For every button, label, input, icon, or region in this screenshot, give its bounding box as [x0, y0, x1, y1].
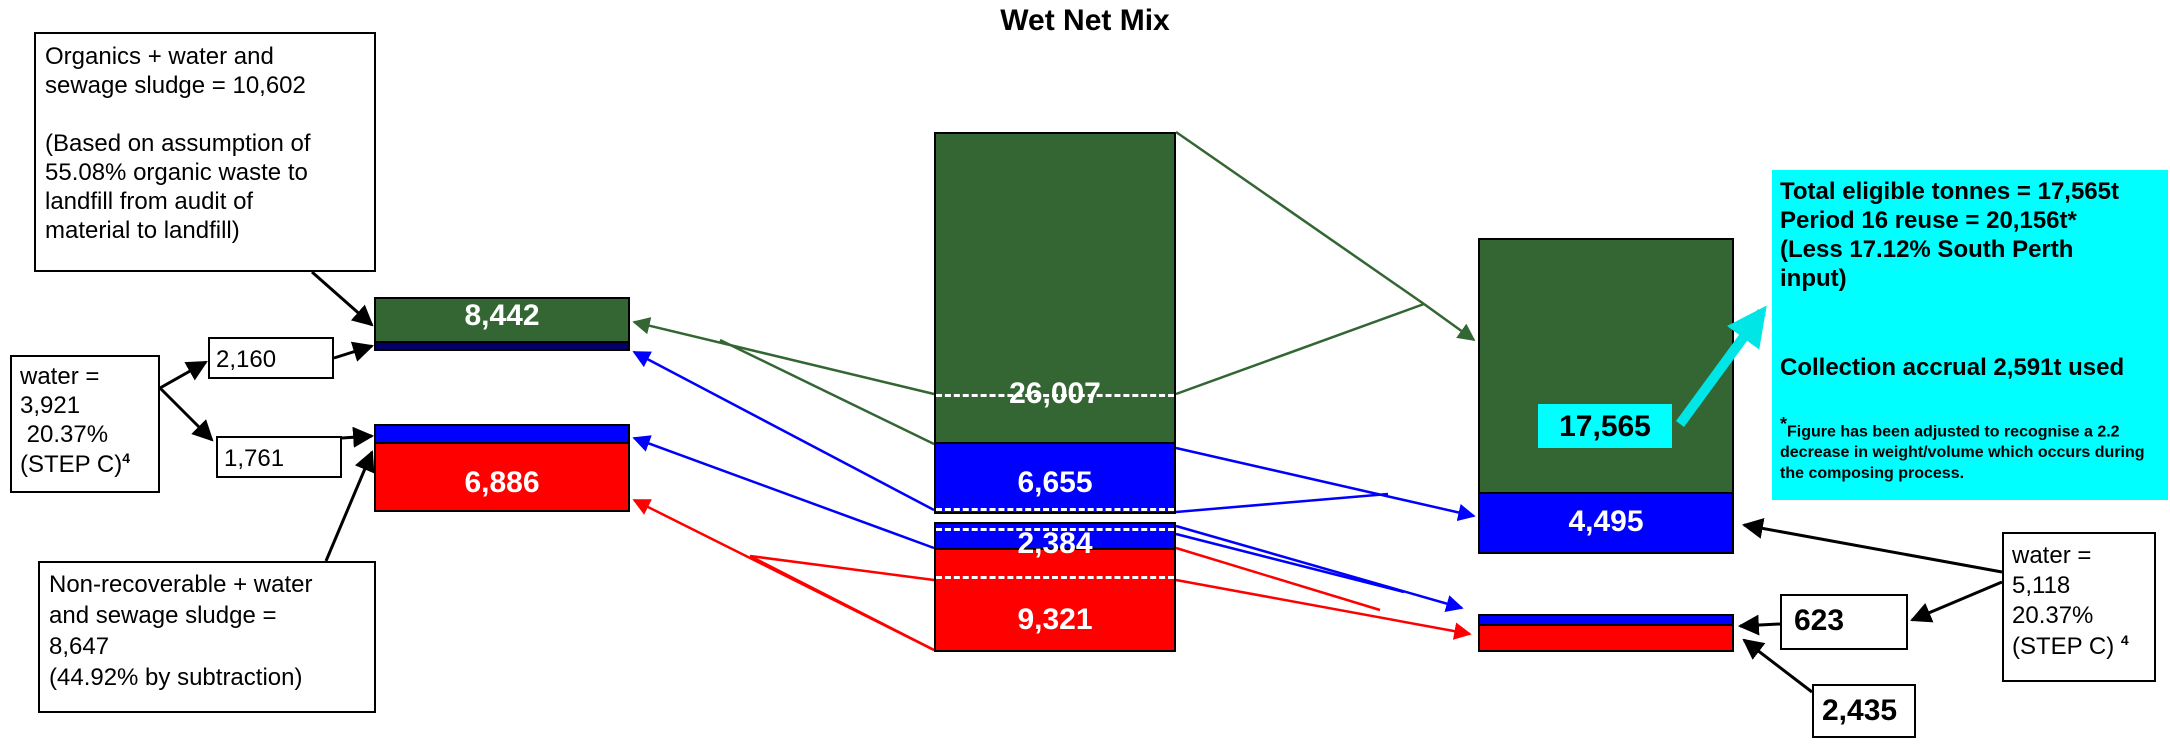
middle-dash-1	[936, 394, 1174, 397]
arrow-2435-to-small-stack	[1742, 638, 1813, 694]
info-footnote-text: Figure has been adjusted to recognise a …	[1780, 423, 2145, 483]
water-right-step: (STEP C) 4	[2012, 632, 2129, 661]
arrow-lower-to-left-stack	[341, 426, 375, 448]
info-footnote-star: *	[1780, 414, 1788, 434]
blue-flow-right-4	[1175, 532, 1405, 594]
water-right-footnote-ref: 4	[2120, 632, 2129, 648]
info-line-1: Total eligible tonnes = 17,565t	[1780, 178, 2119, 205]
left-red-block	[374, 442, 630, 512]
water-left-value: 3,921	[20, 392, 81, 419]
green-flow-mid	[1175, 302, 1425, 396]
info-box: Total eligible tonnes = 17,565t Period 1…	[1772, 170, 2168, 500]
info-line-5: Collection accrual 2,591t used	[1780, 354, 2125, 381]
left-green-value: 8,442	[464, 299, 540, 332]
arrow-upper-to-left-stack	[333, 341, 375, 362]
right-water-small-value: 623	[1794, 604, 1845, 637]
water-left-upper-box: 2,160	[208, 337, 334, 379]
middle-dash-3	[936, 528, 1174, 531]
info-line-2: Period 16 reuse = 20,156t*	[1780, 207, 2077, 234]
right-red-small-value: 2,435	[1822, 694, 1898, 727]
blue-flow-left-1	[632, 350, 935, 512]
blue-flow-left-2	[632, 435, 935, 550]
arrow-nonrec-to-left	[324, 450, 375, 562]
nonrecoverable-note: Non-recoverable + water and sewage sludg…	[38, 561, 376, 713]
right-small-red-block	[1478, 624, 1734, 652]
water-right-label: water =	[2012, 542, 2092, 569]
info-line-3: (Less 17.12% South Perth	[1780, 236, 2074, 263]
middle-blue-block-2	[934, 522, 1176, 550]
red-flow-left-3	[749, 554, 935, 652]
red-flow-right-2	[1175, 546, 1381, 612]
water-left-percent: 20.37%	[20, 421, 109, 448]
water-left-footnote-ref: 4	[122, 450, 131, 466]
middle-red-block	[934, 548, 1176, 652]
arrow-623-to-small-stack	[1737, 614, 1781, 636]
middle-green-value: 26,007	[1009, 377, 1101, 410]
organics-note: Organics + water and sewage sludge = 10,…	[34, 32, 376, 272]
water-left-step: (STEP C)4	[20, 450, 130, 479]
red-flow-left-2	[749, 554, 935, 582]
water-right-step-text: (STEP C)	[2012, 633, 2115, 660]
water-right-value: 5,118	[2012, 572, 2071, 599]
right-water-small-box: 623	[1780, 594, 1908, 650]
left-green-block	[374, 297, 630, 343]
arrow-water-right-to-623	[1910, 580, 2003, 623]
arrow-water-to-upper	[159, 360, 208, 390]
middle-blue2-value: 2,384	[1017, 527, 1093, 560]
water-right-note: water = 5,118 20.37% (STEP C) 4	[2002, 532, 2156, 682]
arrow-organics-to-left	[311, 270, 374, 327]
green-flow-left	[632, 317, 935, 396]
right-green-block	[1478, 238, 1734, 494]
blue-flow-right-2	[1175, 492, 1389, 514]
red-flow-right	[1175, 578, 1472, 640]
arrow-water-right-to-blue	[1741, 518, 2003, 574]
middle-dash-4	[936, 576, 1174, 579]
diagram-title: Wet Net Mix	[1000, 4, 1170, 37]
left-green-water-strip	[374, 341, 630, 351]
water-left-upper-value: 2,160	[216, 346, 277, 373]
organics-note-text: Organics + water and sewage sludge = 10,…	[45, 43, 311, 244]
water-left-note: water = 3,921 20.37% (STEP C)4	[10, 355, 160, 493]
green-flow-top-2	[1423, 302, 1476, 342]
middle-dash-2	[936, 508, 1174, 511]
right-blue-value: 4,495	[1568, 505, 1644, 538]
right-red-small-box: 2,435	[1812, 684, 1916, 738]
water-left-lower-box: 1,761	[216, 436, 342, 478]
right-blue-block	[1478, 492, 1734, 554]
info-footnote: *Figure has been adjusted to recognise a…	[1780, 414, 2160, 484]
green-flow-top	[1175, 130, 1425, 306]
right-green-value-bg	[1538, 404, 1672, 448]
left-red-value: 6,886	[464, 466, 540, 499]
arrow-water-to-lower	[158, 386, 214, 442]
middle-blue-block	[934, 442, 1176, 514]
right-green-value: 17,565	[1559, 410, 1651, 443]
blue-flow-right-1	[1175, 446, 1476, 522]
green-flow-left-lower	[719, 338, 935, 446]
water-left-label: water =	[20, 363, 100, 390]
nonrecoverable-note-text: Non-recoverable + water and sewage sludg…	[49, 571, 313, 691]
water-left-lower-value: 1,761	[224, 445, 285, 472]
blue-flow-right-3	[1175, 524, 1464, 613]
middle-blue-value: 6,655	[1017, 466, 1093, 499]
info-line-4: input)	[1780, 265, 1847, 292]
middle-red-value: 9,321	[1017, 603, 1093, 636]
water-left-step-text: (STEP C)	[20, 451, 123, 478]
cyan-pointer-arrow	[1675, 305, 1767, 427]
water-right-percent: 20.37%	[2012, 602, 2094, 629]
